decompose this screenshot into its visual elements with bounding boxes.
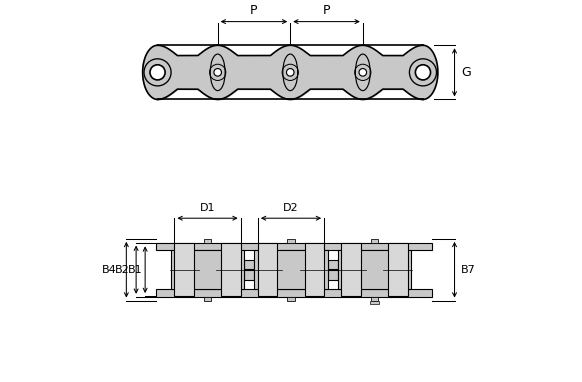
Bar (155, 289, 432, 297)
Text: G: G (462, 66, 471, 79)
Bar (204, 297, 211, 301)
Text: P: P (250, 4, 258, 17)
Bar (328, 259, 338, 269)
Text: B1: B1 (127, 265, 142, 275)
Bar (370, 301, 379, 304)
Circle shape (214, 68, 222, 76)
Text: D2: D2 (283, 203, 299, 213)
Ellipse shape (283, 54, 297, 91)
Ellipse shape (356, 54, 370, 91)
Bar (371, 239, 378, 243)
Bar (371, 297, 378, 301)
Bar (244, 259, 254, 269)
Bar (204, 239, 211, 243)
Ellipse shape (210, 54, 225, 91)
Circle shape (359, 68, 367, 76)
Polygon shape (143, 45, 158, 99)
Circle shape (150, 65, 165, 80)
Bar (221, 243, 240, 296)
Bar (171, 250, 244, 289)
Bar (288, 297, 294, 301)
Bar (244, 270, 254, 280)
Bar (155, 243, 432, 250)
Bar (388, 243, 407, 296)
Text: B7: B7 (462, 265, 476, 275)
Text: P: P (323, 4, 330, 17)
Text: B4: B4 (102, 265, 117, 275)
Bar (304, 243, 324, 296)
Bar (258, 243, 278, 296)
Bar (254, 250, 328, 289)
Bar (288, 239, 294, 243)
Polygon shape (423, 45, 438, 99)
Circle shape (286, 68, 294, 76)
Bar (328, 270, 338, 280)
Text: D1: D1 (200, 203, 215, 213)
Bar (175, 243, 194, 296)
Bar (338, 250, 411, 289)
Bar (342, 243, 361, 296)
Circle shape (416, 65, 431, 80)
Text: B2: B2 (115, 265, 130, 275)
